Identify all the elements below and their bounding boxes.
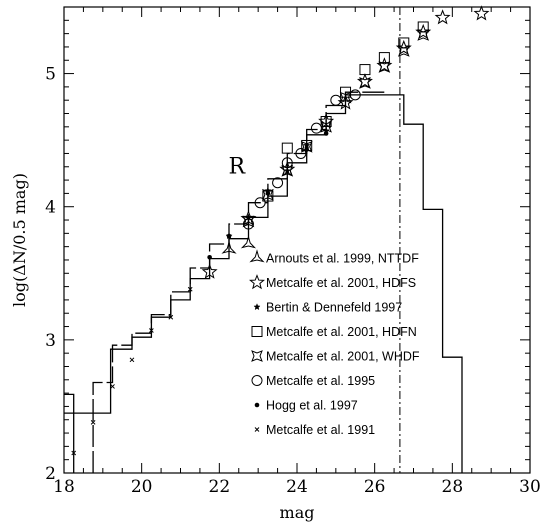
- model-curves: [64, 7, 463, 473]
- data-point-cross: [149, 328, 154, 333]
- legend-label: Metcalfe et al. 2001, WHDF: [266, 350, 420, 364]
- data-point-cross: [129, 357, 135, 363]
- data-point-open-circle: [281, 157, 293, 169]
- data-point-open-circle: [242, 218, 254, 230]
- x-tick-label: 20: [131, 477, 153, 497]
- data-point-four-point-star: [397, 45, 410, 57]
- data-point-open-circle: [349, 89, 361, 101]
- data-point-four-point-star: [417, 29, 430, 41]
- data-point-five-point-star: [201, 263, 218, 279]
- x-tick-label: 26: [364, 477, 386, 497]
- data-point-five-point-star: [376, 57, 393, 73]
- data-point-small-star: [303, 141, 311, 149]
- legend-marker-five-point-star: [249, 274, 265, 290]
- data-point-cross: [110, 384, 115, 389]
- data-point-filled-circle: [226, 233, 232, 239]
- legend-label: Metcalfe et al. 2001, HDFN: [266, 325, 417, 339]
- x-axis-label: mag: [280, 503, 315, 522]
- data-point-four-point-star: [378, 61, 391, 73]
- legend-label: Metcalfe et al. 1995: [266, 374, 375, 388]
- legend-label: Bertin & Dennefeld 1997: [266, 301, 402, 315]
- data-point-open-circle: [272, 177, 284, 189]
- legend-marker-four-point-star: [251, 350, 263, 362]
- data-point-cross: [90, 420, 96, 425]
- model-curve: [64, 94, 463, 473]
- legend-marker-square: [251, 326, 263, 337]
- data-point-cross: [168, 314, 174, 320]
- data-point-cross: [187, 286, 193, 292]
- legend-marker-small-star: [253, 303, 261, 311]
- data-point-five-point-star: [473, 5, 490, 21]
- data-points: [71, 5, 490, 456]
- data-point-five-point-star: [356, 73, 373, 89]
- axes: 18 20 22 24 26 28 30 2 3 4 5: [45, 6, 541, 497]
- data-point-open-circle: [310, 122, 322, 134]
- data-point-four-point-star: [359, 77, 371, 89]
- y-tick-label: 3: [45, 331, 56, 351]
- data-point-four-point-star: [300, 140, 313, 153]
- x-tick-label: 28: [442, 477, 464, 497]
- data-point-filled-circle: [265, 191, 271, 196]
- model-curve: [64, 393, 75, 473]
- data-point-filled-circle: [323, 131, 329, 136]
- legend-label: Arnouts et al. 1999, NTTDF: [266, 252, 419, 266]
- data-point-open-circle: [295, 147, 307, 159]
- data-point-square: [262, 190, 274, 202]
- legend-marker-cross: [254, 427, 260, 432]
- data-point-open-circle: [254, 197, 266, 209]
- x-tick-label: 18: [53, 477, 75, 497]
- y-tick-label: 5: [45, 65, 56, 85]
- legend-marker-open-circle: [251, 375, 263, 386]
- data-point-square: [281, 142, 293, 154]
- legend-label: Metcalfe et al. 1991: [266, 423, 375, 437]
- data-point-small-star: [283, 166, 291, 174]
- x-tick-label: 22: [209, 477, 231, 497]
- y-tick-label: 2: [45, 464, 56, 484]
- data-point-filled-circle: [304, 147, 310, 152]
- x-tick-label: 30: [519, 477, 541, 497]
- legend-label: Hogg et al. 1997: [266, 399, 358, 413]
- x-tick-label: 24: [286, 477, 308, 497]
- data-point-three-point-star: [240, 235, 257, 249]
- legend-label: Metcalfe et al. 2001, HDFS: [266, 276, 416, 290]
- y-tick-label: 4: [45, 198, 56, 218]
- data-point-three-point-star: [221, 240, 237, 254]
- data-point-square: [359, 64, 371, 76]
- data-point-five-point-star: [434, 9, 451, 25]
- data-point-four-point-star: [262, 188, 274, 201]
- data-point-filled-circle: [207, 255, 212, 260]
- panel-label: R: [229, 154, 247, 179]
- y-axis-label: log(ΔN/0.5 mag): [10, 173, 29, 307]
- legend-marker-filled-circle: [254, 402, 260, 408]
- data-point-open-circle: [330, 94, 342, 106]
- data-point-cross: [71, 450, 77, 456]
- data-point-four-point-star: [320, 120, 332, 133]
- legend: Arnouts et al. 1999, NTTDF Metcalfe et al…: [249, 249, 420, 437]
- data-point-square: [378, 52, 390, 64]
- legend-marker-three-point-star: [249, 249, 265, 263]
